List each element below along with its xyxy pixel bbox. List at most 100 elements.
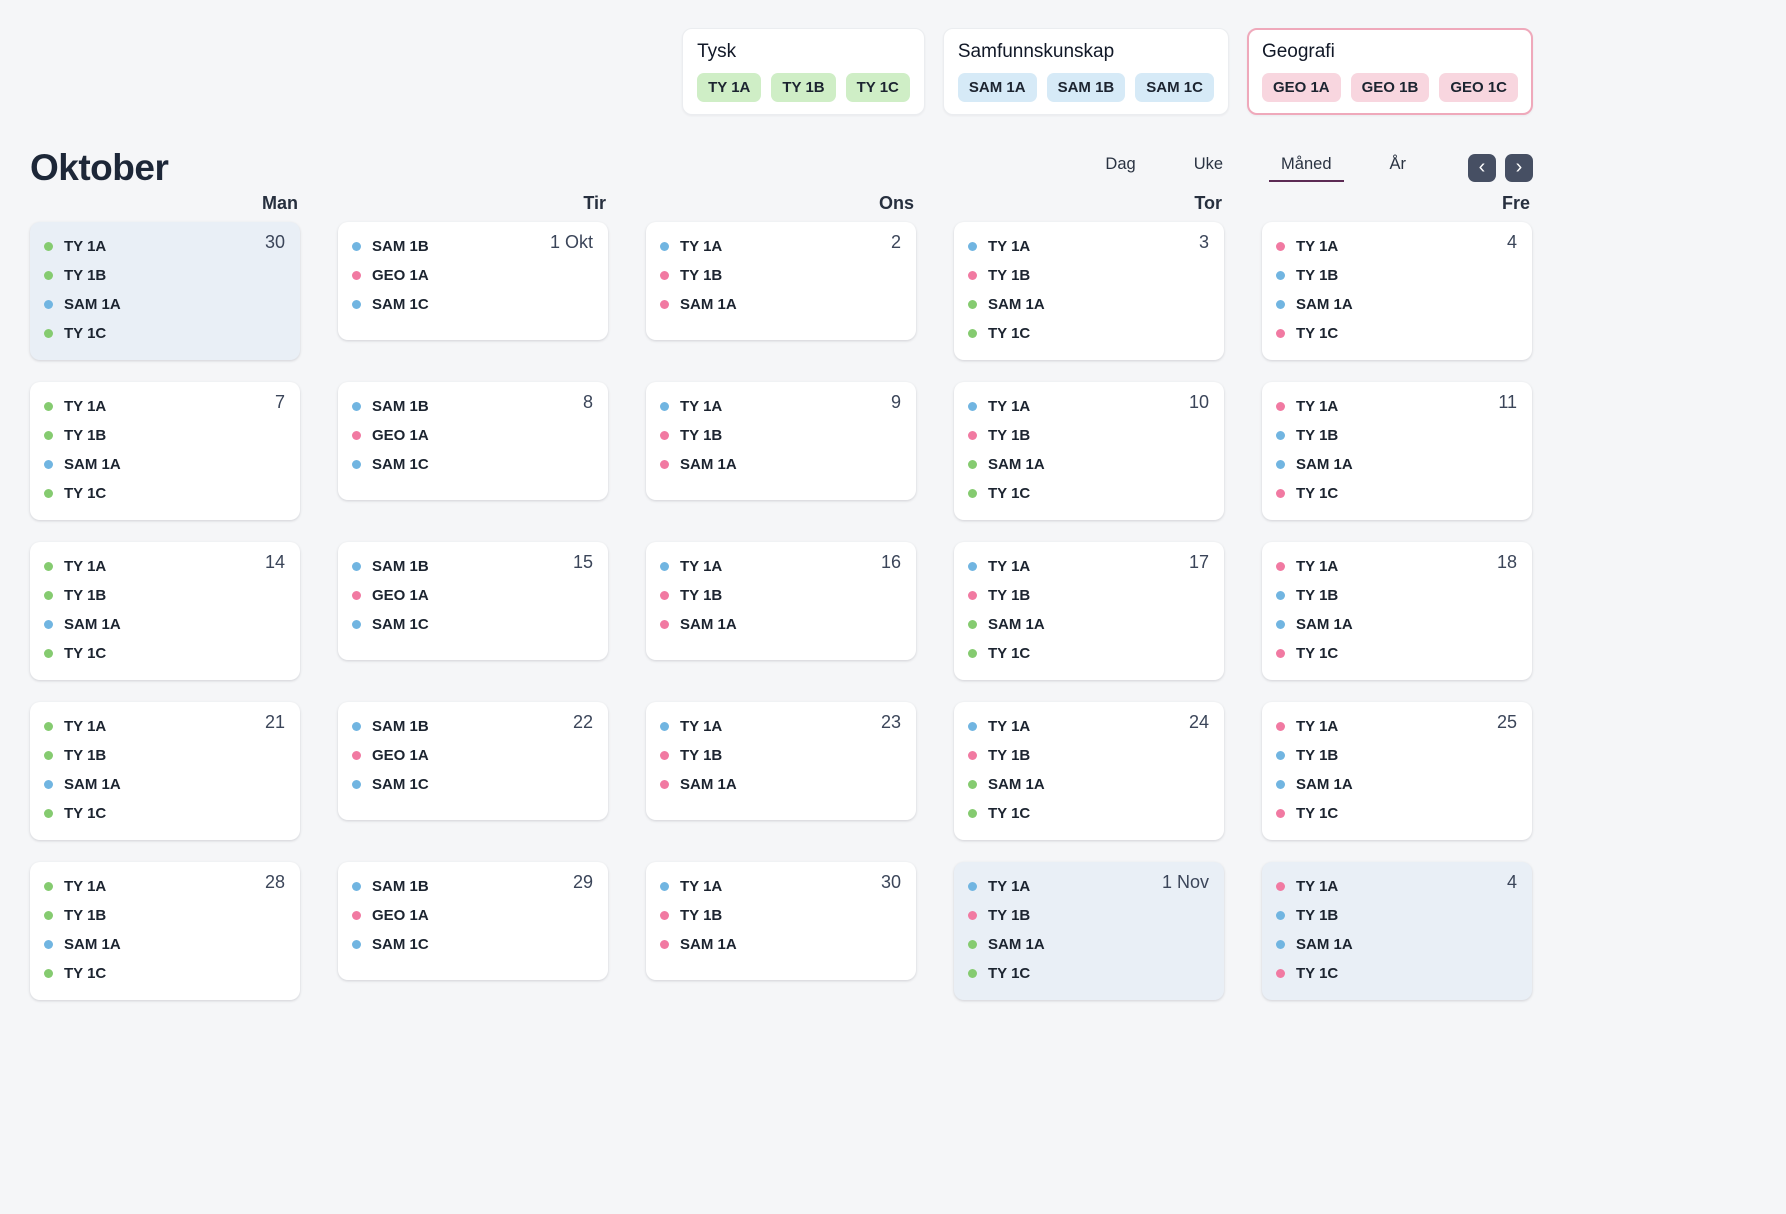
event[interactable]: TY 1A <box>968 872 1210 901</box>
event[interactable]: TY 1A <box>44 552 286 581</box>
event[interactable]: TY 1B <box>968 261 1210 290</box>
class-chip[interactable]: GEO 1B <box>1350 73 1430 102</box>
event[interactable]: GEO 1A <box>352 901 594 930</box>
day-card[interactable]: 21 TY 1A TY 1B SAM 1A TY 1C <box>30 702 300 840</box>
event[interactable]: TY 1A <box>660 552 902 581</box>
event[interactable]: TY 1A <box>660 232 902 261</box>
event[interactable]: SAM 1A <box>660 450 902 479</box>
event[interactable]: TY 1C <box>44 799 286 828</box>
event[interactable]: SAM 1C <box>352 930 594 959</box>
event[interactable]: TY 1C <box>968 639 1210 668</box>
event[interactable]: TY 1B <box>1276 421 1518 450</box>
day-card[interactable]: 8 SAM 1B GEO 1A SAM 1C <box>338 382 608 500</box>
event[interactable]: TY 1A <box>44 232 286 261</box>
event[interactable]: TY 1C <box>1276 959 1518 988</box>
event[interactable]: TY 1B <box>44 741 286 770</box>
event[interactable]: SAM 1A <box>968 290 1210 319</box>
next-month-button[interactable]: › <box>1505 154 1533 182</box>
class-chip[interactable]: SAM 1B <box>1046 73 1126 102</box>
event[interactable]: TY 1B <box>660 261 902 290</box>
day-card[interactable]: 22 SAM 1B GEO 1A SAM 1C <box>338 702 608 820</box>
event[interactable]: TY 1B <box>44 421 286 450</box>
event[interactable]: SAM 1A <box>44 610 286 639</box>
day-card[interactable]: 2 TY 1A TY 1B SAM 1A <box>646 222 916 340</box>
day-card[interactable]: 16 TY 1A TY 1B SAM 1A <box>646 542 916 660</box>
class-chip[interactable]: GEO 1C <box>1439 73 1518 102</box>
day-card[interactable]: 30 TY 1A TY 1B SAM 1A <box>646 862 916 980</box>
event[interactable]: SAM 1A <box>44 450 286 479</box>
day-card[interactable]: 9 TY 1A TY 1B SAM 1A <box>646 382 916 500</box>
event[interactable]: SAM 1B <box>352 232 594 261</box>
event[interactable]: SAM 1B <box>352 712 594 741</box>
event[interactable]: SAM 1A <box>660 290 902 319</box>
event[interactable]: TY 1B <box>1276 741 1518 770</box>
event[interactable]: SAM 1A <box>44 770 286 799</box>
event[interactable]: TY 1C <box>44 319 286 348</box>
event[interactable]: SAM 1A <box>660 610 902 639</box>
event[interactable]: SAM 1C <box>352 610 594 639</box>
event[interactable]: TY 1A <box>1276 872 1518 901</box>
event[interactable]: TY 1A <box>968 232 1210 261</box>
day-card[interactable]: 7 TY 1A TY 1B SAM 1A TY 1C <box>30 382 300 520</box>
day-card[interactable]: 1 Okt SAM 1B GEO 1A SAM 1C <box>338 222 608 340</box>
event[interactable]: TY 1B <box>968 741 1210 770</box>
event[interactable]: TY 1A <box>968 392 1210 421</box>
class-chip[interactable]: TY 1B <box>771 73 836 102</box>
day-card[interactable]: 1 Nov TY 1A TY 1B SAM 1A TY 1C <box>954 862 1224 1000</box>
event[interactable]: GEO 1A <box>352 581 594 610</box>
event[interactable]: SAM 1C <box>352 450 594 479</box>
class-chip[interactable]: GEO 1A <box>1261 73 1341 102</box>
event[interactable]: TY 1A <box>968 712 1210 741</box>
event[interactable]: TY 1B <box>968 901 1210 930</box>
event[interactable]: SAM 1A <box>44 290 286 319</box>
class-chip[interactable]: SAM 1C <box>1135 73 1214 102</box>
day-card[interactable]: 29 SAM 1B GEO 1A SAM 1C <box>338 862 608 980</box>
event[interactable]: GEO 1A <box>352 421 594 450</box>
event[interactable]: SAM 1B <box>352 552 594 581</box>
event[interactable]: TY 1C <box>1276 319 1518 348</box>
event[interactable]: TY 1B <box>968 581 1210 610</box>
event[interactable]: TY 1C <box>44 639 286 668</box>
event[interactable]: SAM 1C <box>352 290 594 319</box>
event[interactable]: SAM 1A <box>44 930 286 959</box>
event[interactable]: TY 1A <box>1276 232 1518 261</box>
day-card[interactable]: 11 TY 1A TY 1B SAM 1A TY 1C <box>1262 382 1532 520</box>
day-card[interactable]: 23 TY 1A TY 1B SAM 1A <box>646 702 916 820</box>
event[interactable]: SAM 1A <box>1276 930 1518 959</box>
event[interactable]: TY 1B <box>1276 581 1518 610</box>
day-card[interactable]: 18 TY 1A TY 1B SAM 1A TY 1C <box>1262 542 1532 680</box>
event[interactable]: SAM 1B <box>352 872 594 901</box>
event[interactable]: SAM 1A <box>968 770 1210 799</box>
event[interactable]: SAM 1B <box>352 392 594 421</box>
event[interactable]: SAM 1A <box>1276 610 1518 639</box>
view-option-år[interactable]: År <box>1389 154 1407 173</box>
view-option-måned[interactable]: Måned <box>1269 155 1344 182</box>
event[interactable]: TY 1A <box>44 712 286 741</box>
event[interactable]: GEO 1A <box>352 741 594 770</box>
day-card[interactable]: 10 TY 1A TY 1B SAM 1A TY 1C <box>954 382 1224 520</box>
class-chip[interactable]: TY 1A <box>697 73 762 102</box>
day-card[interactable]: 14 TY 1A TY 1B SAM 1A TY 1C <box>30 542 300 680</box>
event[interactable]: TY 1C <box>968 959 1210 988</box>
event[interactable]: TY 1C <box>968 479 1210 508</box>
event[interactable]: TY 1A <box>1276 712 1518 741</box>
event[interactable]: SAM 1A <box>1276 290 1518 319</box>
event[interactable]: SAM 1A <box>1276 450 1518 479</box>
event[interactable]: TY 1C <box>968 799 1210 828</box>
event[interactable]: TY 1A <box>1276 552 1518 581</box>
event[interactable]: SAM 1A <box>1276 770 1518 799</box>
event[interactable]: TY 1B <box>660 421 902 450</box>
event[interactable]: TY 1C <box>1276 639 1518 668</box>
event[interactable]: TY 1B <box>1276 261 1518 290</box>
event[interactable]: TY 1C <box>44 479 286 508</box>
event[interactable]: TY 1B <box>1276 901 1518 930</box>
event[interactable]: TY 1A <box>660 392 902 421</box>
event[interactable]: GEO 1A <box>352 261 594 290</box>
event[interactable]: TY 1B <box>44 901 286 930</box>
event[interactable]: TY 1A <box>660 712 902 741</box>
event[interactable]: SAM 1A <box>660 930 902 959</box>
event[interactable]: TY 1C <box>1276 479 1518 508</box>
event[interactable]: TY 1C <box>1276 799 1518 828</box>
day-card[interactable]: 3 TY 1A TY 1B SAM 1A TY 1C <box>954 222 1224 360</box>
view-option-uke[interactable]: Uke <box>1193 154 1224 173</box>
